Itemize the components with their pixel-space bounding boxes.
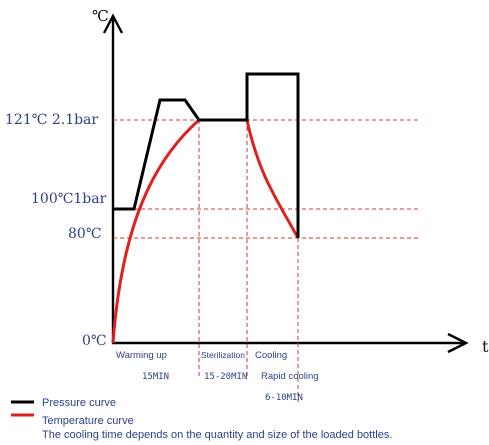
y-level-label: 121℃ 2.1bar (5, 112, 98, 128)
y-level-label: 80℃ (68, 226, 101, 242)
phase-label: Sterilization (201, 350, 245, 360)
legend-pressure-label: Pressure curve (42, 397, 116, 409)
duration-label: 15MIN (142, 372, 169, 382)
cooling-note: The cooling time depends on the quantity… (42, 429, 392, 441)
duration-label: 15-20MIN (204, 372, 247, 382)
y-axis-unit: ℃ (92, 7, 109, 25)
x-axis-arrowhead (447, 332, 469, 354)
phase-label: Warming up (116, 350, 167, 361)
x-axis-unit: t (482, 337, 489, 356)
y-level-label: 0℃ (82, 333, 107, 349)
pressure-curve (113, 72, 300, 238)
phase-label: Rapid cooling (261, 371, 319, 382)
phase-label: Cooling (255, 350, 287, 361)
legend-temperature-label: Temperature curve (42, 415, 134, 427)
temperature-curve (111, 118, 300, 344)
duration-label: 6-10MIN (265, 393, 303, 403)
y-axis-arrowhead (102, 13, 124, 34)
y-level-label: 100℃1bar (31, 191, 107, 207)
